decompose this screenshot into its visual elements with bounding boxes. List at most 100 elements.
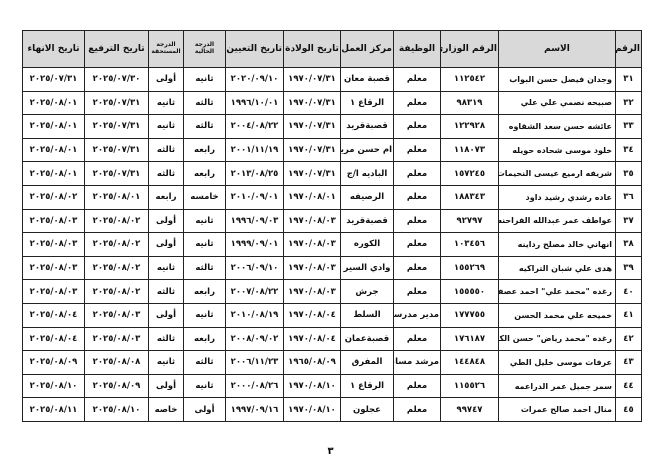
column-header: الرقم bbox=[615, 30, 642, 68]
table-cell: رغده "محمد رياض" حسن الكردي bbox=[498, 326, 616, 352]
table-row: ٣١ وجدان فيصل حسن البواب ١١٢٥٤٢ معلم قصبة مع… bbox=[22, 67, 642, 92]
table-cell: جرش bbox=[340, 279, 394, 304]
table-cell: أولى bbox=[183, 397, 226, 422]
table-cell: ٤٥ bbox=[615, 397, 642, 422]
table-cell: معلم bbox=[393, 397, 441, 422]
table-cell: الباديه ا/ج bbox=[340, 161, 394, 186]
table-cell: ثانيه bbox=[183, 232, 226, 257]
table-cell: ٣٤ bbox=[615, 137, 642, 163]
table-cell: ٢٠٢٥/٠٨/٠٤ bbox=[22, 302, 85, 328]
table-cell: ثانيه bbox=[183, 208, 226, 234]
table-cell: ثالثه bbox=[183, 350, 226, 375]
table-cell: معلم bbox=[393, 232, 441, 257]
table-cell: ١٩٧٠/٠٨/٠٣ bbox=[283, 279, 341, 304]
table-cell: خاصه bbox=[148, 397, 184, 422]
table-cell: أولى bbox=[148, 302, 184, 328]
table-cell: ٢٠٢٥/٠٨/٠٣ bbox=[84, 302, 149, 328]
table-cell: ٢٠٢٥/٠٨/٠٤ bbox=[22, 326, 85, 352]
table-cell: الرقاع ١ bbox=[340, 90, 394, 116]
table-cell: ٢٠٢٥/٠٨/٠٢ bbox=[84, 255, 149, 281]
table-cell: ثالثه bbox=[183, 90, 226, 116]
table-cell: ١٩٩٦/١٠/٠١ bbox=[225, 90, 284, 116]
table-cell: ام حسن مريد bbox=[340, 137, 394, 163]
table-cell: ٢٠٢٥/٠٧/٣١ bbox=[22, 67, 85, 92]
table-cell: رابعه bbox=[183, 137, 226, 163]
table-cell: ٢٠٢٥/٠٨/٠١ bbox=[22, 90, 85, 116]
table-cell: ثانيه bbox=[148, 114, 184, 139]
table-row: ٣٢ صبيحه نصمي علي علي ٩٨٣١٩ معلم الرقاع ١ ١٩٧… bbox=[22, 90, 642, 116]
table-cell: ٢٠٢٥/٠٨/٠١ bbox=[22, 161, 85, 186]
table-cell: ٢٠٢٥/٠٧/٣١ bbox=[84, 161, 149, 186]
table-cell: ٣٧ bbox=[615, 208, 642, 234]
table-cell: ١٩٧٠/٠٧/٣١ bbox=[283, 161, 341, 186]
table-cell: ٢٠٢٥/٠٨/٠٢ bbox=[84, 232, 149, 257]
table-cell: صبيحه نصمي علي علي bbox=[498, 90, 616, 116]
table-cell: المفرق bbox=[340, 350, 394, 375]
table-cell: ثانيه bbox=[148, 350, 184, 375]
table-cell: ٢٠٢٥/٠٨/٠٩ bbox=[84, 373, 149, 399]
table-cell: ٢٠٢٥/٠٨/٠١ bbox=[22, 114, 85, 139]
table-cell: خلود موسى شحاده حويله bbox=[498, 137, 616, 163]
table-cell: ٩٩٧٤٧ bbox=[440, 397, 499, 422]
table-cell: قصبةعمان bbox=[340, 326, 394, 352]
table-cell: ١٩٦٥/٠٨/٠٩ bbox=[283, 350, 341, 375]
table-cell: الرصيفه bbox=[340, 184, 394, 210]
table-row: ٣٣ عائشه حسن سعد الشقاوه ١٢٢٩٢٨ معلم قصبةقري… bbox=[22, 114, 642, 139]
table-cell: ثالثه bbox=[183, 114, 226, 139]
table-cell: ٢٠٢٥/٠٨/٠١ bbox=[22, 137, 85, 163]
table-row: ٣٧ عواطف عمر عبدالله الفراحنه ٩٢٧٩٧ معلم قصب… bbox=[22, 208, 642, 234]
table-cell: ٩٨٣١٩ bbox=[440, 90, 499, 116]
table-cell: ١٠٣٤٥٦ bbox=[440, 232, 499, 257]
column-header: مركز العمل bbox=[340, 30, 394, 68]
table-cell: ١٩٧٠/٠٧/٣١ bbox=[283, 137, 341, 163]
table-cell: ثالثه bbox=[148, 326, 184, 352]
table-cell: شريفه ارميع عيسى النحيمات bbox=[498, 161, 616, 186]
table-cell: ١٩٧٠/٠٧/٣١ bbox=[283, 90, 341, 116]
table-row: ٣٤ خلود موسى شحاده حويله ١١٨٠٧٣ معلم ام حسن … bbox=[22, 137, 642, 163]
table-cell: رغده "محمد علي" احمد عصفوره bbox=[498, 279, 616, 304]
table-cell: معلم bbox=[393, 326, 441, 352]
table-cell: عواطف عمر عبدالله الفراحنه bbox=[498, 208, 616, 234]
header-row: الرقم الاسم الرقم الوزاري الوظيفة مركز العمل… bbox=[22, 30, 642, 68]
column-header: تاريخ الولادة bbox=[283, 30, 341, 68]
table-cell: ٣٢ bbox=[615, 90, 642, 116]
table-cell: سمر جميل عمر الدراعمه bbox=[498, 373, 616, 399]
table-row: ٤١ خميحه علي محمد الحسن ١٧٧٧٥٥ مدير مدرسة ال… bbox=[22, 302, 642, 328]
table-cell: ٢٠٠٨/٠٩/٠٢ bbox=[225, 326, 284, 352]
table-row: ٣٩ هدى علي شبان التراكيه ١٥٥٢٦٩ معلم وادي ال… bbox=[22, 255, 642, 281]
table-cell: خامسه bbox=[183, 184, 226, 210]
table-cell: وادي السير bbox=[340, 255, 394, 281]
table-cell: معلم bbox=[393, 279, 441, 304]
table-cell: معلم bbox=[393, 184, 441, 210]
table-cell: عجلون bbox=[340, 397, 394, 422]
table-cell: ٩٢٧٩٧ bbox=[440, 208, 499, 234]
table-cell: معلم bbox=[393, 114, 441, 139]
table-cell: رابعه bbox=[183, 279, 226, 304]
column-header: تاريخ الانهاء bbox=[22, 30, 85, 68]
table-cell: ٤٤ bbox=[615, 373, 642, 399]
table-cell: ٢٠٢٥/٠٨/٠٣ bbox=[22, 279, 85, 304]
table-cell: ٢٠٢٥/٠٨/٠٣ bbox=[84, 326, 149, 352]
table-cell: ١٩٧٠/٠٧/٣١ bbox=[283, 114, 341, 139]
table-cell: ٢٠٢٥/٠٨/٠٣ bbox=[22, 208, 85, 234]
table-cell: معلم bbox=[393, 137, 441, 163]
table-cell: ٢٠٢٥/٠٨/٠٨ bbox=[84, 350, 149, 375]
table-cell: معلم bbox=[393, 90, 441, 116]
table-cell: ١١٥٥٢٦ bbox=[440, 373, 499, 399]
table-cell: ٤٢ bbox=[615, 326, 642, 352]
table-cell: ٢٠١٠/٠٨/١٩ bbox=[225, 302, 284, 328]
column-header: الوظيفة bbox=[393, 30, 441, 68]
table-cell: ١٧٧٧٥٥ bbox=[440, 302, 499, 328]
table-cell: وجدان فيصل حسن البواب bbox=[498, 67, 616, 92]
table-cell: ٢٠٢٥/٠٨/٠٢ bbox=[84, 208, 149, 234]
table-body: ٣١ وجدان فيصل حسن البواب ١١٢٥٤٢ معلم قصبة مع… bbox=[22, 67, 642, 422]
table-cell: ٢٠٠٦/٠٩/١٠ bbox=[225, 255, 284, 281]
table-cell: الكوره bbox=[340, 232, 394, 257]
table-cell: معلم bbox=[393, 208, 441, 234]
table-cell: ٢٠٠١/١١/١٩ bbox=[225, 137, 284, 163]
table-cell: ٣٦ bbox=[615, 184, 642, 210]
table-cell: ثالثه bbox=[148, 161, 184, 186]
table-cell: ١٩٧٠/٠٨/٠٤ bbox=[283, 326, 341, 352]
